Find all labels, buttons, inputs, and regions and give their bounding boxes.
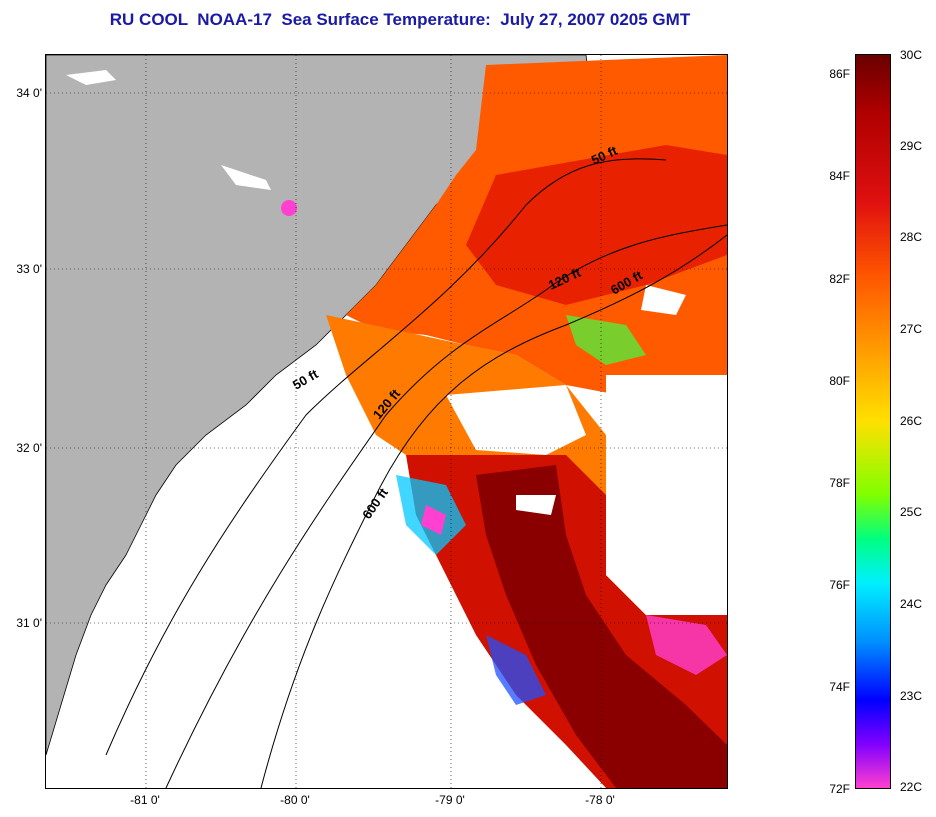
inland-lake (66, 70, 116, 85)
lon-label: -78 0' (585, 793, 615, 807)
colorbar-label-c: 27C (900, 322, 923, 336)
colorbar-label-f: 74F (829, 680, 850, 694)
isobath-120ft (165, 224, 727, 788)
cloud-gap (606, 375, 727, 615)
isobath-50ft (105, 158, 667, 756)
colorbar-label-c: 22C (900, 780, 923, 794)
isobath-label: 50 ft (290, 366, 321, 393)
colorbar-label-c: 28C (900, 230, 923, 244)
lon-label: -80 0' (280, 793, 310, 807)
cool-patch-magenta (421, 505, 446, 535)
cool-patch-magenta (646, 615, 727, 675)
cool-patch (566, 315, 646, 365)
colorbar-label-c: 29C (900, 139, 923, 153)
cool-patch (486, 635, 546, 705)
colorbar-label-c: 26C (900, 414, 923, 428)
lat-label: 33 0' (16, 262, 42, 276)
colorbar-label-c: 23C (900, 689, 923, 703)
inland-lake (221, 165, 271, 190)
lat-label: 31 0' (16, 616, 42, 630)
isobath-600ft (260, 234, 727, 788)
cloud-gap (641, 285, 686, 315)
cloud-gap (446, 385, 586, 455)
inland-lake-magenta (281, 200, 297, 216)
colorbar-label-c: 30C (900, 48, 923, 62)
colorbar-label-f: 76F (829, 578, 850, 592)
colorbar-label-c: 25C (900, 505, 923, 519)
sst-map-canvas: 50 ft 50 ft 120 ft 120 ft 600 ft 600 ft (46, 55, 727, 788)
sst-map: 50 ft 50 ft 120 ft 120 ft 600 ft 600 ft (45, 54, 728, 789)
colorbar-label-f: 86F (829, 67, 850, 81)
colorbar-label-f: 82F (829, 272, 850, 286)
lat-lon-grid (46, 55, 727, 788)
cloud-gap (516, 495, 556, 515)
sst-swath-south-dark (476, 465, 727, 788)
lat-label: 34 0' (16, 86, 42, 100)
isobath-label: 600 ft (359, 485, 391, 522)
colorbar-label-f: 84F (829, 169, 850, 183)
lon-label: -81 0' (130, 793, 160, 807)
colorbar-label-f: 80F (829, 374, 850, 388)
lat-label: 32 0' (16, 441, 42, 455)
colorbar-label-f: 78F (829, 476, 850, 490)
colorbar-label-c: 24C (900, 597, 923, 611)
lon-label: -79 0' (435, 793, 465, 807)
colorbar-label-f: 72F (829, 782, 850, 796)
sst-swath-north-hot (466, 145, 727, 305)
temperature-colorbar (855, 54, 891, 789)
map-title: RU COOL NOAA-17 Sea Surface Temperature:… (109, 10, 691, 29)
